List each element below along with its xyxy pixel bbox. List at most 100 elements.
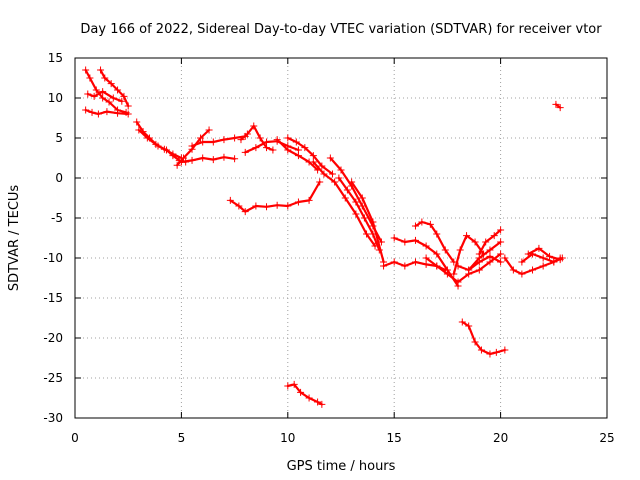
data-point — [99, 88, 107, 96]
data-point — [320, 170, 328, 178]
data-point — [290, 380, 298, 388]
data-point — [188, 142, 196, 150]
data-point — [220, 136, 228, 144]
data-point — [92, 86, 100, 94]
data-point — [518, 270, 526, 278]
data-point — [284, 134, 292, 142]
data-point — [390, 234, 398, 242]
data-point — [380, 262, 388, 270]
data-point — [199, 138, 207, 146]
series-track-30 — [458, 318, 509, 358]
data-point — [86, 74, 94, 82]
data-point — [418, 218, 426, 226]
data-point — [328, 170, 336, 178]
data-point — [450, 270, 458, 278]
data-point — [433, 262, 441, 270]
data-point — [497, 258, 505, 266]
data-point — [250, 122, 258, 130]
data-point — [252, 144, 260, 152]
data-point — [331, 178, 339, 186]
data-point — [463, 232, 471, 240]
series-line — [286, 383, 323, 406]
series-track-02 — [97, 66, 132, 110]
data-point — [169, 150, 177, 158]
series-line — [554, 103, 562, 109]
data-point — [486, 252, 494, 260]
series-line — [425, 252, 502, 284]
data-point — [88, 108, 96, 116]
y-tick-label: -20 — [43, 331, 63, 345]
data-point — [314, 398, 322, 406]
data-point — [422, 254, 430, 262]
data-point — [497, 250, 505, 258]
data-point — [343, 186, 351, 194]
data-point — [443, 270, 451, 278]
data-point — [284, 202, 292, 210]
data-point — [118, 97, 126, 105]
data-point — [552, 100, 560, 108]
data-point — [120, 92, 128, 100]
plot-frame — [74, 57, 608, 419]
x-tick-label: 10 — [280, 431, 295, 445]
data-point — [220, 153, 228, 161]
y-tick-label: 15 — [48, 51, 63, 65]
data-point — [556, 104, 564, 112]
data-point — [422, 242, 430, 250]
data-point — [433, 230, 441, 238]
data-point — [124, 110, 132, 118]
series-line — [467, 240, 502, 272]
series-track-29 — [524, 244, 564, 264]
x-tick-label: 15 — [387, 431, 402, 445]
data-point — [305, 196, 313, 204]
series-track-14 — [226, 178, 324, 216]
series-track-17 — [335, 174, 383, 254]
data-point — [524, 250, 532, 258]
data-point — [477, 346, 485, 354]
data-point — [180, 154, 188, 162]
x-axis-title: GPS time / hours — [287, 459, 396, 474]
data-point — [105, 98, 113, 106]
x-tick-label: 25 — [599, 431, 614, 445]
data-point — [539, 254, 547, 262]
data-point — [143, 134, 151, 142]
data-point — [114, 109, 122, 117]
data-point — [390, 258, 398, 266]
data-point — [269, 146, 277, 154]
data-point — [509, 266, 517, 274]
x-tick-label: 0 — [71, 431, 79, 445]
data-point — [454, 278, 462, 286]
data-point — [263, 203, 271, 211]
data-point — [84, 90, 92, 98]
data-point — [177, 158, 185, 166]
data-point — [358, 194, 366, 202]
data-point — [539, 262, 547, 270]
data-point — [309, 158, 317, 166]
data-point — [318, 400, 326, 408]
series-track-04 — [84, 88, 126, 105]
series-line — [286, 136, 334, 176]
data-point — [441, 246, 449, 254]
series-layer — [82, 66, 566, 408]
data-point — [235, 202, 243, 210]
data-point — [358, 202, 366, 210]
series-line — [414, 220, 455, 264]
data-point — [237, 136, 245, 144]
series-track-26 — [475, 226, 505, 258]
data-point — [458, 318, 466, 326]
data-point — [401, 238, 409, 246]
data-point — [82, 66, 90, 74]
data-point — [497, 238, 505, 246]
data-point — [486, 246, 494, 254]
data-point — [456, 246, 464, 254]
data-point — [199, 154, 207, 162]
data-point — [99, 94, 107, 102]
data-point — [471, 238, 479, 246]
data-point — [297, 388, 305, 396]
data-point — [492, 348, 500, 356]
data-point — [341, 194, 349, 202]
data-point — [363, 230, 371, 238]
data-point — [82, 106, 90, 114]
series-track-32 — [552, 100, 564, 112]
series-track-10 — [237, 122, 277, 154]
data-point — [535, 244, 543, 252]
